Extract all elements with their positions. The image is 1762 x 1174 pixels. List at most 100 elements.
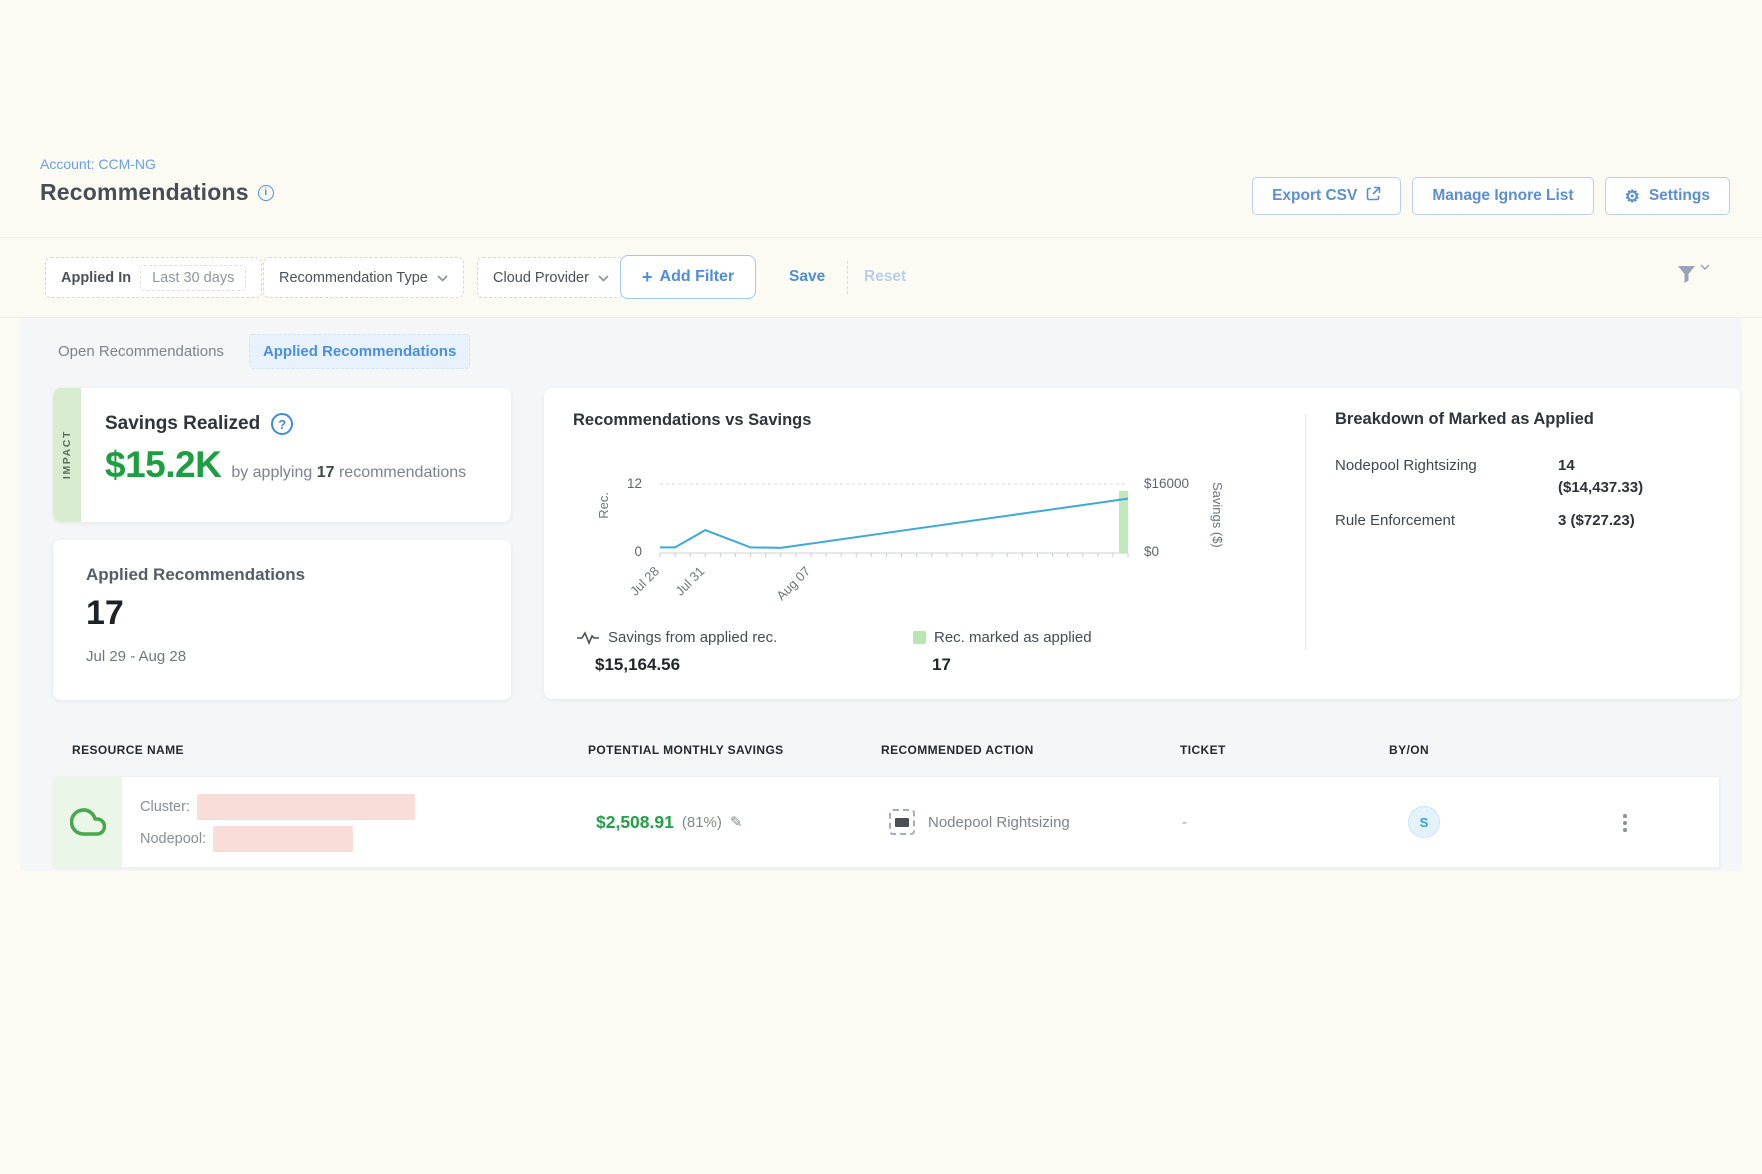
legend-line-value: $15,164.56 bbox=[595, 655, 681, 674]
chevron-down-icon bbox=[437, 270, 448, 286]
applied-card-count: 17 bbox=[86, 594, 124, 632]
avatar: S bbox=[1408, 806, 1440, 838]
y-axis-right-tick-min: $0 bbox=[1144, 544, 1160, 559]
column-header-by-on: BY/ON bbox=[1389, 743, 1430, 757]
svg-text:Jul 28: Jul 28 bbox=[627, 564, 662, 599]
savings-amount: $2,508.91 bbox=[596, 811, 674, 832]
impact-stripe-label: IMPACT bbox=[61, 430, 73, 480]
info-icon[interactable]: i bbox=[257, 184, 274, 201]
svg-text:Jul 31: Jul 31 bbox=[672, 564, 707, 599]
legend-line-item: Savings from applied rec. bbox=[576, 629, 777, 646]
savings-realized-card: IMPACT Savings Realized ? $15.2K by appl… bbox=[53, 388, 511, 522]
filter-divider bbox=[847, 261, 848, 294]
filter-recommendation-type[interactable]: Recommendation Type bbox=[263, 257, 464, 298]
applied-card-title: Applied Recommendations bbox=[86, 565, 306, 584]
legend-bar-value: 17 bbox=[932, 655, 951, 674]
breakdown-row-value: 14 ($14,437.33) bbox=[1558, 457, 1644, 496]
content-band: Open Recommendations Applied Recommendat… bbox=[20, 318, 1742, 871]
legend-bar-label: Rec. marked as applied bbox=[934, 629, 1092, 646]
breakdown-row: Nodepool Rightsizing 14 ($14,437.33) bbox=[1335, 455, 1721, 499]
filter-bar: Applied In Last 30 days Recommendation T… bbox=[0, 237, 1762, 318]
filter-applied-in-value[interactable]: Last 30 days bbox=[140, 264, 247, 291]
ticket-cell: - bbox=[1182, 813, 1187, 831]
chevron-down-icon bbox=[598, 270, 609, 286]
breakdown-section: Breakdown of Marked as Applied Nodepool … bbox=[1335, 410, 1721, 532]
applied-card-date-range: Jul 29 - Aug 28 bbox=[86, 648, 187, 665]
svg-text:Aug 07: Aug 07 bbox=[773, 564, 813, 604]
tab-applied-recommendations[interactable]: Applied Recommendations bbox=[248, 334, 471, 369]
chart-card: Recommendations vs Savings Rec. 12 0 Jul… bbox=[544, 388, 1740, 699]
export-csv-label: Export CSV bbox=[1272, 187, 1358, 204]
chevron-down-icon bbox=[1700, 264, 1710, 271]
column-header-recommended-action: RECOMMENDED ACTION bbox=[881, 743, 1034, 757]
filter-recommendation-type-label: Recommendation Type bbox=[279, 269, 428, 286]
y-axis-left-tick-max: 12 bbox=[626, 476, 642, 491]
external-link-icon bbox=[1366, 186, 1381, 206]
recommended-action-cell: Nodepool Rightsizing bbox=[889, 777, 1070, 867]
manage-ignore-list-button[interactable]: Manage Ignore List bbox=[1412, 177, 1594, 215]
savings-realized-desc: by applying 17 recommendations bbox=[231, 464, 467, 481]
question-icon[interactable]: ? bbox=[271, 413, 294, 435]
filter-applied-in-label: Applied In bbox=[61, 269, 132, 286]
savings-percent: (81%) bbox=[681, 813, 722, 831]
nodepool-label: Nodepool: bbox=[140, 831, 207, 847]
impact-stripe: IMPACT bbox=[53, 388, 81, 522]
savings-realized-amount: $15.2K bbox=[105, 444, 222, 485]
gear-icon: ⚙ bbox=[1624, 186, 1640, 206]
line-series-icon bbox=[577, 630, 599, 645]
nodepool-icon bbox=[889, 809, 915, 835]
bar-series-icon bbox=[913, 631, 926, 644]
breakdown-title: Breakdown of Marked as Applied bbox=[1335, 410, 1594, 428]
column-header-potential-monthly-savings: POTENTIAL MONTHLY SAVINGS bbox=[588, 743, 784, 757]
legend-line-label: Savings from applied rec. bbox=[608, 629, 778, 646]
breakdown-row-value: 3 ($727.23) bbox=[1558, 512, 1635, 529]
edit-pencil-icon[interactable]: ✎ bbox=[729, 814, 743, 831]
export-csv-button[interactable]: Export CSV bbox=[1252, 177, 1402, 215]
y-axis-right-tick-max: $16000 bbox=[1144, 476, 1190, 491]
reset-filter-link[interactable]: Reset bbox=[864, 268, 907, 285]
card-divider bbox=[1305, 414, 1306, 650]
tabs: Open Recommendations Applied Recommendat… bbox=[45, 334, 471, 369]
add-filter-label: Add Filter bbox=[659, 268, 735, 285]
plus-icon: + bbox=[642, 266, 653, 287]
column-header-resource-name: RESOURCE NAME bbox=[72, 743, 184, 757]
row-menu-kebab-icon[interactable] bbox=[1616, 810, 1634, 836]
table-row[interactable]: Cluster: Nodepool: $2,508.91 (81%) ✎ Nod… bbox=[53, 776, 1720, 868]
filter-funnel-control[interactable] bbox=[1676, 264, 1710, 285]
y-axis-left-tick-min: 0 bbox=[634, 544, 642, 559]
y-axis-right-label: Savings ($) bbox=[1210, 482, 1225, 548]
header-actions: Export CSV Manage Ignore List ⚙ Settings bbox=[1252, 177, 1730, 215]
breakdown-row: Rule Enforcement 3 ($727.23) bbox=[1335, 510, 1721, 532]
legend-bar-item: Rec. marked as applied bbox=[913, 629, 1092, 646]
filter-cloud-provider[interactable]: Cloud Provider bbox=[477, 257, 625, 298]
potential-savings-cell: $2,508.91 (81%) ✎ bbox=[596, 777, 742, 867]
applied-recommendations-card: Applied Recommendations 17 Jul 29 - Aug … bbox=[53, 540, 511, 700]
cluster-name-redacted bbox=[196, 794, 415, 820]
column-header-ticket: TICKET bbox=[1180, 743, 1226, 757]
chart-title: Recommendations vs Savings bbox=[573, 411, 812, 429]
save-filter-link[interactable]: Save bbox=[789, 268, 826, 285]
resource-type-cell bbox=[54, 777, 122, 867]
breakdown-row-label: Rule Enforcement bbox=[1335, 512, 1456, 529]
tab-open-recommendations[interactable]: Open Recommendations bbox=[58, 343, 224, 360]
breadcrumb-account[interactable]: Account: CCM-NG bbox=[40, 156, 156, 172]
page-title: Recommendations bbox=[40, 179, 249, 205]
filter-cloud-provider-label: Cloud Provider bbox=[493, 269, 589, 286]
cluster-label: Cluster: bbox=[140, 799, 190, 815]
funnel-icon bbox=[1678, 266, 1695, 283]
nodepool-name-redacted bbox=[213, 826, 354, 852]
resource-name-cell: Cluster: Nodepool: bbox=[140, 793, 415, 853]
cloud-icon bbox=[70, 808, 106, 836]
savings-realized-title: Savings Realized bbox=[105, 413, 261, 434]
y-axis-left-label: Rec. bbox=[596, 492, 611, 519]
manage-ignore-list-label: Manage Ignore List bbox=[1432, 187, 1574, 204]
add-filter-button[interactable]: + Add Filter bbox=[620, 255, 757, 299]
settings-label: Settings bbox=[1648, 187, 1710, 204]
breakdown-row-label: Nodepool Rightsizing bbox=[1335, 457, 1477, 474]
settings-button[interactable]: ⚙ Settings bbox=[1604, 177, 1730, 215]
filter-applied-in[interactable]: Applied In Last 30 days bbox=[45, 257, 263, 298]
recommended-action-label: Nodepool Rightsizing bbox=[928, 813, 1070, 831]
page-title-row: Recommendations i bbox=[40, 179, 274, 206]
savings-realized-count: 17 bbox=[316, 464, 335, 481]
chart-plot-svg: Jul 28 Jul 31 Aug 07 bbox=[627, 483, 1129, 603]
